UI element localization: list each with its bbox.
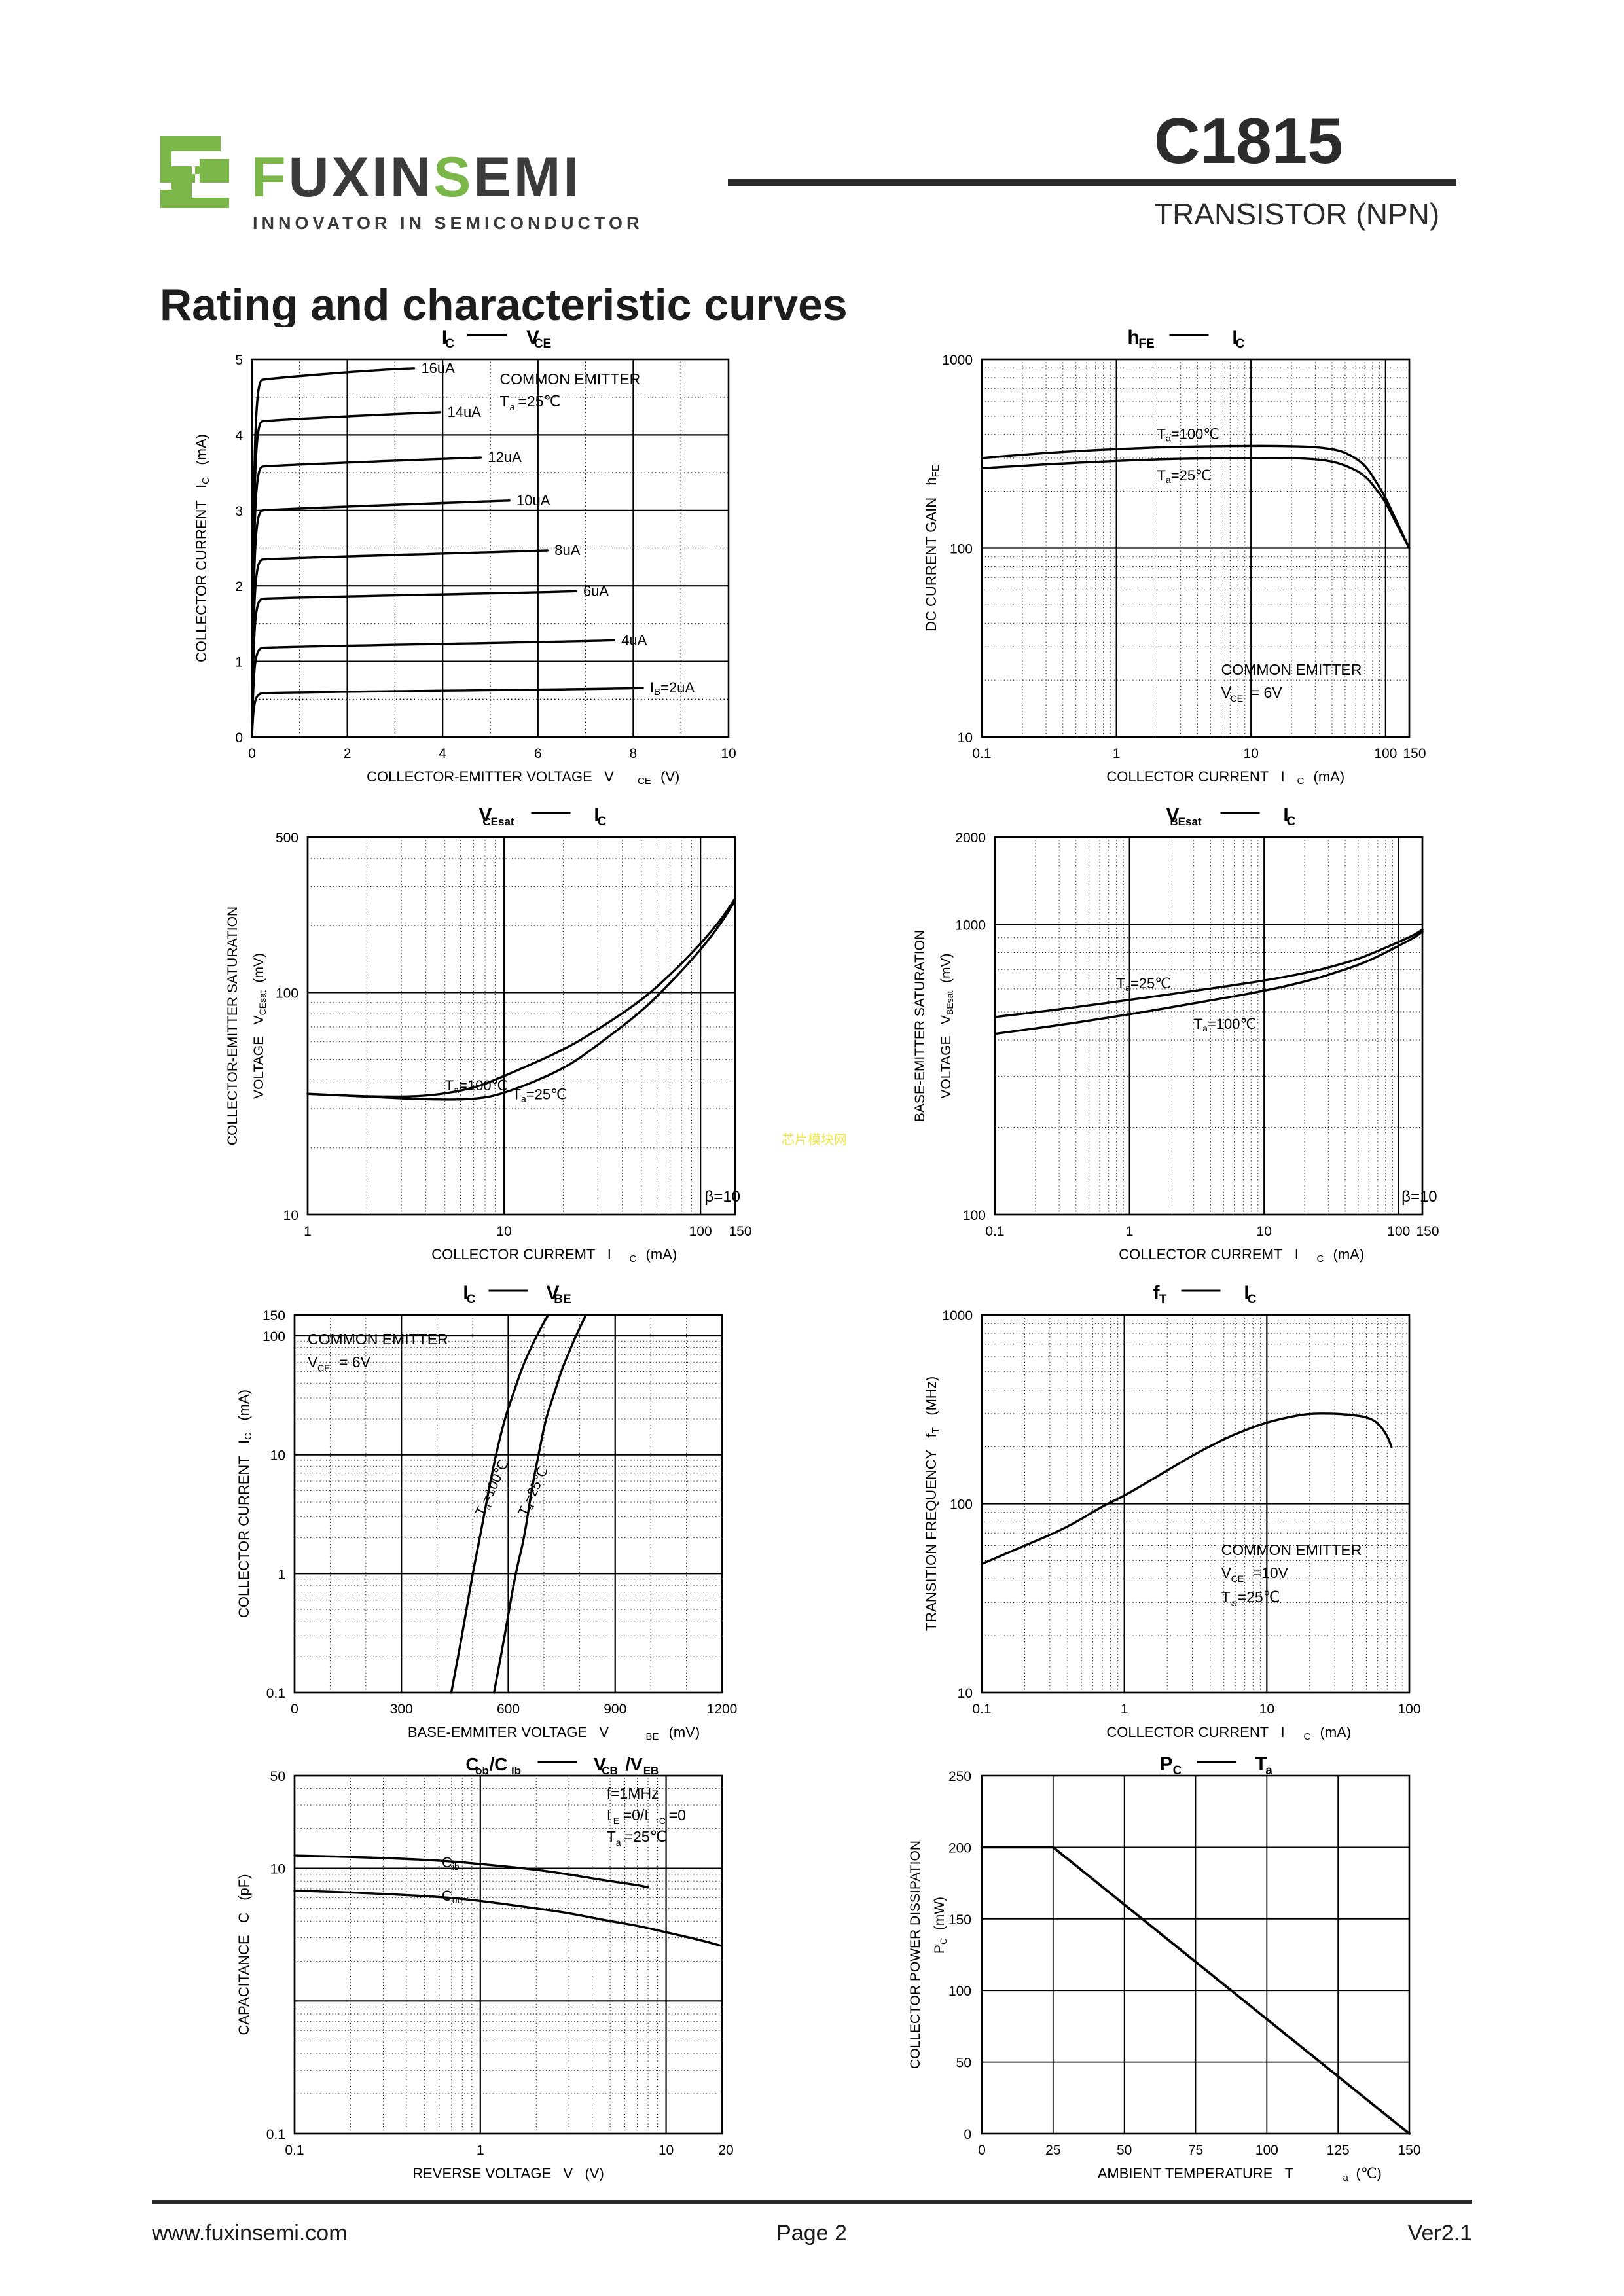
svg-text:www.fuxinsemi.com: www.fuxinsemi.com xyxy=(151,2221,348,2246)
svg-text:Ver2.1: Ver2.1 xyxy=(1408,2221,1472,2246)
svg-text:Page 2: Page 2 xyxy=(776,2221,847,2246)
